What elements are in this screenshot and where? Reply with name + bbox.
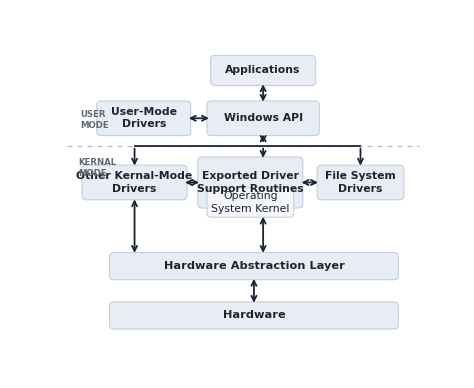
FancyBboxPatch shape: [207, 101, 319, 135]
FancyBboxPatch shape: [198, 157, 303, 208]
Text: Exported Driver
Support Routines: Exported Driver Support Routines: [197, 171, 303, 194]
Text: Operating
System Kernel: Operating System Kernel: [211, 191, 290, 214]
Text: User-Mode
Drivers: User-Mode Drivers: [111, 107, 177, 130]
FancyBboxPatch shape: [82, 165, 187, 200]
Text: Windows API: Windows API: [224, 113, 303, 123]
FancyBboxPatch shape: [317, 165, 404, 200]
Text: File System
Drivers: File System Drivers: [325, 171, 396, 194]
FancyBboxPatch shape: [97, 101, 191, 135]
Text: KERNAL
MODE: KERNAL MODE: [78, 158, 117, 178]
FancyBboxPatch shape: [210, 55, 316, 85]
Text: Hardware Abstraction Layer: Hardware Abstraction Layer: [164, 261, 345, 271]
Text: USER
MODE: USER MODE: [81, 110, 109, 130]
FancyBboxPatch shape: [207, 188, 293, 217]
FancyBboxPatch shape: [109, 302, 398, 329]
FancyBboxPatch shape: [109, 253, 398, 280]
Text: Hardware: Hardware: [223, 310, 285, 320]
Text: Other Kernal-Mode
Drivers: Other Kernal-Mode Drivers: [76, 171, 193, 194]
Text: Applications: Applications: [226, 66, 301, 75]
